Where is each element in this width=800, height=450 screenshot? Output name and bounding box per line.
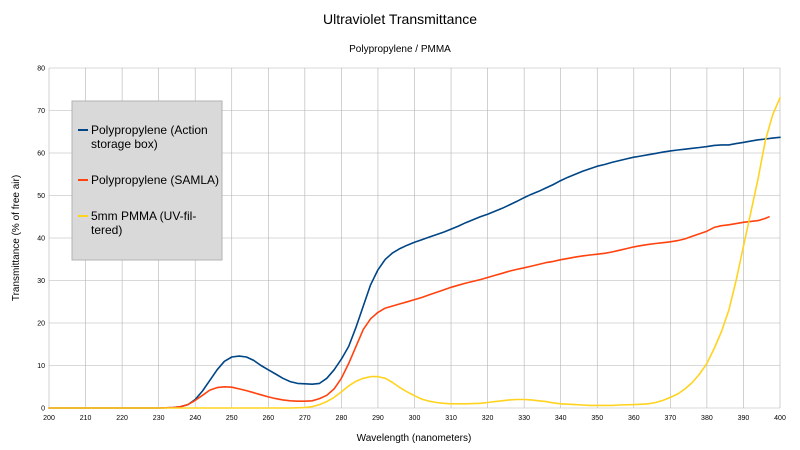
x-tick-label: 260 <box>262 415 274 422</box>
y-tick-label: 70 <box>37 108 45 115</box>
x-tick-label: 270 <box>299 415 311 422</box>
axes: Wavelength (nanometers) Transmittance (%… <box>11 66 786 445</box>
x-tick-label: 200 <box>43 415 55 422</box>
x-tick-label: 320 <box>482 415 494 422</box>
legend-box <box>71 100 223 261</box>
x-axis-title: Wavelength (nanometers) <box>357 433 472 444</box>
x-tick-label: 330 <box>518 415 530 422</box>
y-tick-label: 30 <box>37 278 45 285</box>
x-tick-label: 290 <box>372 415 384 422</box>
series-line-1 <box>48 136 781 409</box>
x-tick-label: 240 <box>189 415 201 422</box>
y-tick-label: 40 <box>37 236 45 243</box>
y-tick-label: 20 <box>37 321 45 328</box>
chart-title: Ultraviolet Transmittance <box>322 11 478 27</box>
legend: Polypropylene (Action storage box) Polyp… <box>71 100 223 261</box>
y-axis-title: Transmittance (% of free air) <box>11 175 22 301</box>
x-tick-label: 350 <box>591 415 603 422</box>
x-tick-label: 380 <box>701 415 713 422</box>
legend-label-series-3: 5mm PMMA (UV-fil- tered) <box>91 209 200 237</box>
x-tick-label: 310 <box>445 415 457 422</box>
y-tick-label: 10 <box>37 363 45 370</box>
series-layer <box>48 97 781 409</box>
series-line-3 <box>48 97 781 409</box>
x-tick-label: 280 <box>336 415 348 422</box>
x-tick-label: 400 <box>774 415 786 422</box>
x-tick-label: 340 <box>555 415 567 422</box>
x-tick-label: 220 <box>116 415 128 422</box>
x-tick-label: 390 <box>738 415 750 422</box>
chart-subtitle: Polypropylene / PMMA <box>349 44 451 55</box>
x-tick-label: 210 <box>80 415 92 422</box>
x-tick-label: 370 <box>665 415 677 422</box>
y-tick-label: 80 <box>37 66 45 73</box>
x-tick-label: 230 <box>153 415 165 422</box>
series-line-2 <box>48 216 770 409</box>
legend-label-series-2: Polypropylene (SAMLA) <box>91 173 219 187</box>
legend-label-series-1: Polypropylene (Action storage box) <box>91 123 211 151</box>
x-tick-label: 360 <box>628 415 640 422</box>
y-tick-label: 50 <box>37 193 45 200</box>
y-tick-label: 60 <box>37 151 45 158</box>
x-tick-label: 300 <box>409 415 421 422</box>
y-tick-label: 0 <box>41 406 45 413</box>
x-tick-label: 250 <box>226 415 238 422</box>
